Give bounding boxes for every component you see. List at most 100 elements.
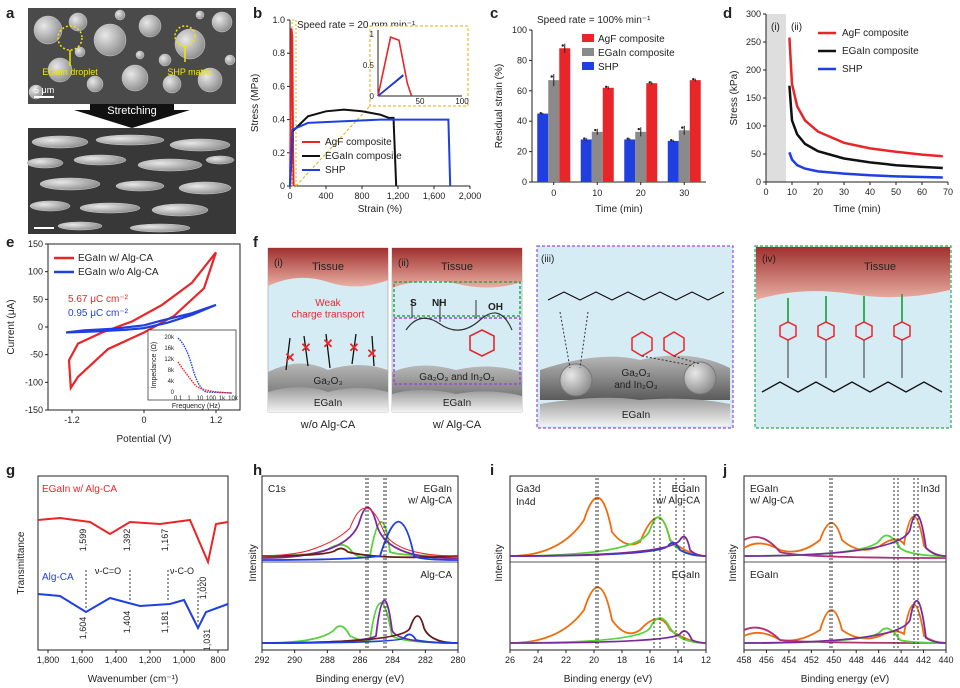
panel-letter-b: b [253,5,262,22]
e-legend-with: EGaIn w/ Alg-CA [78,253,153,264]
i-x-tick-label: 16 [645,655,655,665]
j-x-tick-label: 444 [894,655,909,665]
c-legend-shp: SHP [598,62,619,73]
b-inset-x-label: 50 [416,97,425,106]
e-y-tick-label: -150 [25,405,43,415]
g-peak-bot-2: 1,404 [122,611,132,634]
c-bar [678,130,690,182]
i-tag-ga: Ga3d [516,484,540,495]
j-xps-curves [743,513,947,644]
b-annotation: Speed rate = 20 mm min⁻¹ [297,20,416,31]
f-w-label: w/ Alg-CA [432,419,482,431]
e-legend-without: EGaIn w/o Alg-CA [78,267,159,278]
c-point [550,75,553,78]
e-x-tick-label: 1.2 [210,415,223,425]
h-x-tick-label: 284 [385,655,400,665]
b-y-tick-label: 0.6 [272,81,285,91]
g-legend-alg: Alg-CA [42,572,74,583]
b-y-tick-label: 0.4 [272,115,285,125]
f-i-tissue: Tissue [312,261,344,273]
c-y-label: Residual strain (%) [494,64,505,148]
e-legend: EGaIn w/ Alg-CA EGaIn w/o Alg-CA [54,253,159,278]
b-inset-y-label: 1 [370,30,375,39]
c-bar [646,83,658,182]
c-bar [537,113,549,182]
f-ii-s: S [410,298,417,309]
c-bars [537,43,701,182]
b-inset-y-label: 0 [370,92,375,101]
matrix-highlight [174,25,196,47]
scale-label: 5 μm [34,85,54,95]
b-x-tick-label: 800 [354,191,369,201]
d-y-tick-label: 150 [746,93,761,103]
i-label-top: EGaIn w/ Alg-CA [655,484,700,507]
j-label-top: EGaIn w/ Alg-CA [749,484,794,507]
i-x-tick-label: 26 [505,655,515,665]
panel-h: 292 290 288 286 284 282 280 C1s EGaIn w/ Alg-CA… [248,475,466,685]
c-legend-egain: EGaIn composite [598,48,675,59]
d-y-tick-label: 50 [751,149,761,159]
h-x-label: Binding energy (eV) [316,674,404,685]
f-i-oxide: Ga₂O₃ [313,376,342,387]
f-ii-nh: NH [432,298,446,309]
egain-droplet-label: EGaIn droplet [42,67,98,77]
b-legend-egain: EGaIn composite [325,151,402,162]
d-y-tick-label: 250 [746,37,761,47]
e-inset-y-tick: 12k [164,357,175,363]
i-xps-curves [509,497,707,644]
b-legend: AgF composite EGaIn composite SHP [302,137,402,176]
e-x-tick-label: 0 [141,415,146,425]
panel-g: 1,800 1,600 1,400 1,200 1,000 800 EGaIn w/ Al… [16,475,229,685]
c-y-tick-label: 100 [512,25,527,35]
d-x-tick-label: 70 [943,187,953,197]
c-point [692,78,695,81]
e-inset-x-tick: 10k [228,396,239,402]
e-plot-lines [65,251,218,392]
d-line-series-0 [788,37,943,158]
f-iv-schematic [754,245,952,429]
c-bar [559,48,571,182]
d-x-label: Time (min) [833,204,880,215]
d-region-ii-label: (ii) [791,22,802,33]
g-band-co-double: ν-C=O [95,566,121,576]
b-y-label: Stress (MPa) [250,74,261,132]
c-point [681,126,684,129]
e-inset-y-tick: 4k [168,379,175,385]
f-iii-oxide-1: Ga₂O₃ [621,368,650,379]
panel-letter-f: f [253,234,259,251]
svg-text:✕: ✕ [285,350,296,365]
e-y-tick-label: 50 [33,294,43,304]
c-point [637,127,640,131]
b-x-tick-label: 0 [287,191,292,201]
c-point [594,128,597,132]
f-iv-label: (iv) [762,254,776,265]
j-x-tick-label: 450 [826,655,841,665]
e-y-tick-label: -50 [30,350,43,360]
panel-f: ✕ ✕ ✕ ✕ ✕ (i) Tissue Weak charge transport Ga… [267,245,952,431]
e-inset-y-tick: 20k [164,335,175,341]
d-x-tick-label: 30 [839,187,849,197]
b-inset-y-label: 0.5 [363,61,375,70]
e-inset-y-tick: 8k [168,368,175,374]
c-point [670,139,673,142]
d-legend-agf: AgF composite [842,28,909,39]
panel-c: 0 20 40 60 80 100 0 10 20 30 Residual strain (%)… [494,15,706,215]
panel-letter-j: j [722,462,727,479]
b-y-tick-label: 1.0 [272,15,285,25]
e-y-tick-label: 100 [28,267,43,277]
h-x-tick-label: 280 [450,655,465,665]
g-peak-top-2: 1,392 [122,529,132,552]
stretching-arrow [74,104,190,128]
i-tag-in: In4d [516,497,535,508]
c-y-tick-label: 0 [522,177,527,187]
g-legend-egain: EGaIn w/ Alg-CA [42,484,117,495]
svg-text:✕: ✕ [323,336,334,351]
g-line-alg [37,593,229,631]
i-y-label: Intensity [494,544,505,581]
panel-j: 458 456 454 452 450 448 446 444 442 440 EGaIn w/ A… [728,475,954,685]
b-line-series-1 [289,108,398,187]
i-x-tick-label: 18 [617,655,627,665]
b-x-tick-label: 2,000 [459,191,482,201]
d-line-series-2 [788,151,943,179]
b-y-tick-label: 0.2 [272,148,285,158]
